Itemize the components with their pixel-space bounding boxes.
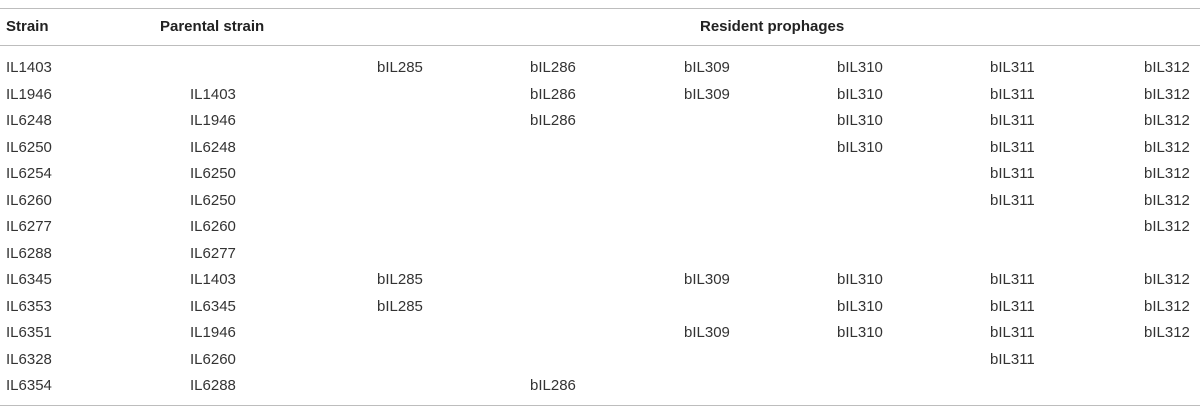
parental-strain-cell: IL6250 bbox=[190, 191, 236, 209]
table-row: IL6328 IL6260 bIL311 bbox=[0, 347, 1200, 374]
prophage-cell: bIL312 bbox=[1144, 218, 1190, 235]
table-header-rule bbox=[0, 45, 1200, 46]
prophage-cell: bIL311 bbox=[990, 271, 1035, 288]
strain-cell: IL6277 bbox=[6, 218, 52, 235]
prophage-cell: bIL285 bbox=[377, 59, 423, 76]
prophage-cell: bIL309 bbox=[684, 59, 730, 76]
prophage-cell: bIL311 bbox=[990, 324, 1035, 341]
table-row: IL6353 IL6345 bIL285 bIL310 bIL311 bIL312 bbox=[0, 294, 1200, 321]
parental-strain-cell: IL1946 bbox=[190, 324, 236, 341]
parental-strain-cell: IL6248 bbox=[190, 138, 236, 156]
strain-cell: IL6254 bbox=[6, 165, 52, 182]
prophage-cell: bIL286 bbox=[530, 59, 576, 76]
parental-strain-cell: IL1403 bbox=[190, 85, 236, 103]
prophage-cell: bIL309 bbox=[684, 85, 730, 103]
strain-cell: IL1403 bbox=[6, 59, 52, 76]
parental-strain-cell: IL6345 bbox=[190, 297, 236, 315]
parental-strain-cell: IL6277 bbox=[190, 244, 236, 262]
prophage-cell: bIL286 bbox=[530, 112, 576, 129]
prophage-cell: bIL311 bbox=[990, 85, 1035, 103]
prophage-cell: bIL312 bbox=[1144, 165, 1190, 182]
prophage-cell: bIL310 bbox=[837, 112, 883, 129]
table-row: IL6260 IL6250 bIL311 bIL312 bbox=[0, 188, 1200, 215]
prophage-cell: bIL312 bbox=[1144, 191, 1190, 209]
table-row: IL1403 bIL285 bIL286 bIL309 bIL310 bIL311 bIL3… bbox=[0, 55, 1200, 82]
strain-cell: IL6353 bbox=[6, 297, 52, 315]
prophage-cell: bIL310 bbox=[837, 85, 883, 103]
strain-cell: IL6248 bbox=[6, 112, 52, 129]
strain-cell: IL6354 bbox=[6, 377, 52, 394]
table-row: IL6250 IL6248 bIL310 bIL311 bIL312 bbox=[0, 135, 1200, 162]
prophage-cell: bIL312 bbox=[1144, 112, 1190, 129]
parental-strain-cell: IL6260 bbox=[190, 350, 236, 368]
prophage-cell: bIL311 bbox=[990, 165, 1035, 182]
table-row: IL6254 IL6250 bIL311 bIL312 bbox=[0, 161, 1200, 188]
table-row: IL1946 IL1403 bIL286 bIL309 bIL310 bIL311 bIL3… bbox=[0, 82, 1200, 109]
prophage-cell: bIL312 bbox=[1144, 271, 1190, 288]
table-row: IL6277 IL6260 bIL312 bbox=[0, 214, 1200, 241]
table-bottom-rule bbox=[0, 405, 1200, 406]
prophage-cell: bIL312 bbox=[1144, 138, 1190, 156]
prophage-cell: bIL310 bbox=[837, 138, 883, 156]
strain-cell: IL6351 bbox=[6, 324, 52, 341]
prophage-cell: bIL309 bbox=[684, 324, 730, 341]
prophage-cell: bIL312 bbox=[1144, 59, 1190, 76]
strain-cell: IL6250 bbox=[6, 138, 52, 156]
prophage-cell: bIL286 bbox=[530, 377, 576, 394]
strain-cell: IL1946 bbox=[6, 85, 52, 103]
strain-cell: IL6345 bbox=[6, 271, 52, 288]
prophage-cell: bIL309 bbox=[684, 271, 730, 288]
parental-strain-cell: IL1403 bbox=[190, 271, 236, 288]
parental-strain-cell: IL6288 bbox=[190, 377, 236, 394]
table-row: IL6345 IL1403 bIL285 bIL309 bIL310 bIL311 bIL3… bbox=[0, 267, 1200, 294]
prophage-cell: bIL310 bbox=[837, 324, 883, 341]
header-resident-prophages: Resident prophages bbox=[700, 18, 845, 35]
header-strain: Strain bbox=[6, 18, 49, 35]
strain-cell: IL6260 bbox=[6, 191, 52, 209]
parental-strain-cell: IL1946 bbox=[190, 112, 236, 129]
prophage-cell: bIL311 bbox=[990, 138, 1035, 156]
table-row: IL6288 IL6277 bbox=[0, 241, 1200, 268]
prophage-cell: bIL285 bbox=[377, 297, 423, 315]
prophage-cell: bIL310 bbox=[837, 271, 883, 288]
table-row: IL6351 IL1946 bIL309 bIL310 bIL311 bIL312 bbox=[0, 320, 1200, 347]
parental-strain-cell: IL6260 bbox=[190, 218, 236, 235]
prophage-cell: bIL311 bbox=[990, 297, 1035, 315]
prophage-cell: bIL311 bbox=[990, 191, 1035, 209]
prophage-cell: bIL312 bbox=[1144, 324, 1190, 341]
prophage-cell: bIL310 bbox=[837, 297, 883, 315]
prophage-cell: bIL311 bbox=[990, 59, 1035, 76]
prophage-cell: bIL311 bbox=[990, 350, 1035, 368]
strain-cell: IL6328 bbox=[6, 350, 52, 368]
table-top-rule bbox=[0, 8, 1200, 9]
header-parental-strain: Parental strain bbox=[160, 18, 265, 35]
table-row: IL6354 IL6288 bIL286 bbox=[0, 373, 1200, 400]
table-body: IL1403 bIL285 bIL286 bIL309 bIL310 bIL311 bIL3… bbox=[0, 55, 1200, 400]
strain-cell: IL6288 bbox=[6, 244, 52, 262]
prophage-cell: bIL310 bbox=[837, 59, 883, 76]
prophage-cell: bIL285 bbox=[377, 271, 423, 288]
prophage-cell: bIL286 bbox=[530, 85, 576, 103]
prophage-cell: bIL312 bbox=[1144, 297, 1190, 315]
prophage-cell: bIL312 bbox=[1144, 85, 1190, 103]
prophage-cell: bIL311 bbox=[990, 112, 1035, 129]
parental-strain-cell: IL6250 bbox=[190, 165, 236, 182]
table-row: IL6248 IL1946 bIL286 bIL310 bIL311 bIL312 bbox=[0, 108, 1200, 135]
